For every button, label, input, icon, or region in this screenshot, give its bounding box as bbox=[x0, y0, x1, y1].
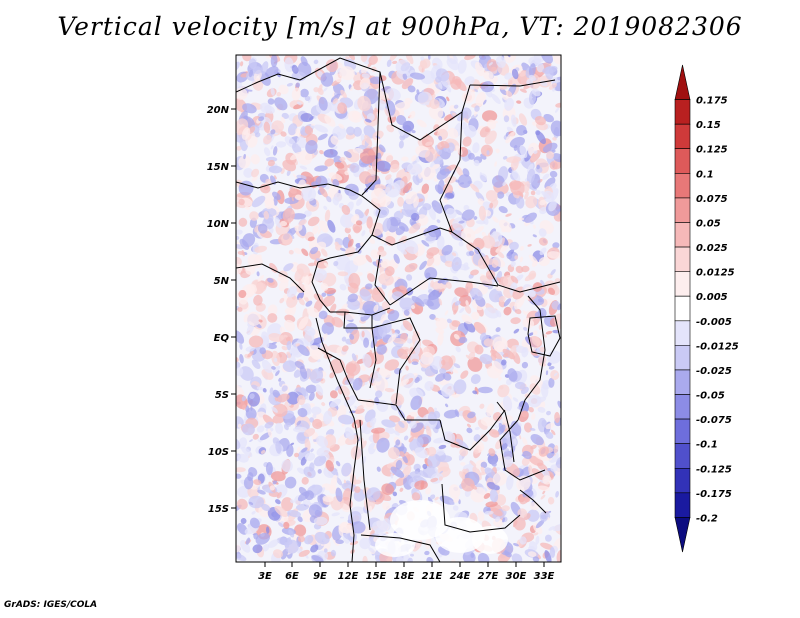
colorbar-label: 0.075 bbox=[696, 194, 728, 205]
border-line bbox=[499, 419, 546, 481]
colorbar-label: -0.125 bbox=[696, 464, 732, 475]
colorbar-label: 0.125 bbox=[696, 145, 728, 156]
lake-malawi bbox=[519, 489, 547, 514]
colorbar-swatch bbox=[674, 222, 691, 248]
colorbar-label: 0.1 bbox=[696, 169, 714, 180]
lon-label: 6E bbox=[285, 571, 299, 582]
border-line bbox=[360, 534, 441, 562]
border-line bbox=[361, 71, 381, 196]
colorbar-swatch bbox=[674, 246, 691, 272]
lat-label: EQ bbox=[214, 333, 230, 344]
colorbar-swatch bbox=[674, 467, 691, 494]
colorbar-label: 0.175 bbox=[696, 96, 728, 107]
border-line bbox=[371, 317, 421, 405]
colorbar-label: -0.075 bbox=[696, 415, 732, 426]
border-line bbox=[311, 261, 331, 313]
lat-label: 15N bbox=[207, 162, 230, 173]
lon-label: 12E bbox=[338, 571, 359, 582]
lat-label: 5S bbox=[215, 390, 229, 401]
border-line bbox=[389, 277, 499, 306]
lon-label: 33E bbox=[534, 571, 555, 582]
lake-victoria bbox=[527, 315, 561, 357]
border-line bbox=[330, 307, 391, 316]
colorbar-label: 0.005 bbox=[696, 292, 728, 303]
colorbar-label: 0.0125 bbox=[696, 268, 735, 279]
colorbar-swatch bbox=[674, 369, 691, 395]
lon-label: 18E bbox=[394, 571, 415, 582]
colorbar-swatch bbox=[674, 295, 691, 322]
colorbar-swatch bbox=[674, 123, 691, 150]
colorbar-swatch bbox=[674, 320, 691, 346]
colorbar-swatch bbox=[674, 517, 691, 553]
border-line bbox=[371, 227, 453, 246]
lon-label: 27E bbox=[478, 571, 499, 582]
colorbar-swatch bbox=[674, 148, 691, 174]
colorbar-label: -0.2 bbox=[696, 513, 718, 524]
colorbar-label: -0.05 bbox=[696, 391, 725, 402]
lake-tanganyika bbox=[496, 401, 515, 463]
border-line bbox=[317, 347, 359, 401]
colorbar-swatch bbox=[674, 173, 691, 199]
colorbar-swatch bbox=[674, 394, 691, 420]
border-line bbox=[359, 419, 371, 531]
border-line bbox=[369, 327, 377, 389]
lon-label: 15E bbox=[366, 571, 387, 582]
plot-title: Vertical velocity [m/s] at 900hPa, VT: 2… bbox=[57, 12, 743, 41]
colorbar-swatch bbox=[674, 418, 691, 444]
lon-label: 21E bbox=[422, 571, 443, 582]
border-line bbox=[441, 483, 521, 533]
border-line bbox=[236, 181, 363, 197]
border-line bbox=[343, 311, 373, 329]
lon-label: 24E bbox=[450, 571, 471, 582]
footer-credit: GrADS: IGES/COLA bbox=[4, 600, 98, 610]
colorbar-swatch bbox=[674, 443, 691, 469]
colorbar-label: 0.05 bbox=[696, 218, 721, 229]
country-borders bbox=[236, 57, 561, 562]
border-line bbox=[439, 111, 561, 293]
lat-label: 15S bbox=[208, 504, 229, 515]
border-line bbox=[317, 195, 381, 263]
colorbar-label: 0.025 bbox=[696, 243, 728, 254]
coastline bbox=[315, 317, 359, 562]
colorbar-label: 0.15 bbox=[696, 120, 721, 131]
colorbar-label: -0.175 bbox=[696, 489, 732, 500]
lat-label: 5N bbox=[214, 276, 230, 287]
map-frame bbox=[235, 54, 562, 563]
colorbar-label: -0.005 bbox=[696, 317, 732, 328]
coastline bbox=[236, 263, 305, 293]
colorbar-swatch bbox=[674, 345, 691, 371]
colorbar-swatch bbox=[674, 64, 691, 100]
colorbar-swatch bbox=[674, 271, 691, 297]
border-line bbox=[517, 295, 546, 421]
colorbar-swatch bbox=[674, 99, 691, 125]
border-line bbox=[374, 254, 391, 306]
colorbar-label: -0.1 bbox=[696, 440, 718, 451]
lat-label: 20N bbox=[207, 105, 230, 116]
border-line bbox=[439, 409, 506, 451]
map-axes: 20N 15N 10N 5N EQ 5S 10S 15S 3E 6E 9E 12E 15E 18E 21E 2… bbox=[207, 105, 555, 582]
border-line bbox=[357, 399, 440, 421]
colorbar-label: -0.025 bbox=[696, 366, 732, 377]
border-line bbox=[236, 73, 301, 93]
colorbar-swatch bbox=[674, 197, 691, 223]
lat-label: 10N bbox=[207, 219, 230, 230]
border-line bbox=[469, 79, 556, 87]
colorbar: 0.175 0.15 0.125 0.1 0.075 0.05 0.025 0.0125 0.0… bbox=[674, 64, 739, 553]
lon-label: 30E bbox=[506, 571, 527, 582]
colorbar-label: -0.0125 bbox=[696, 341, 739, 352]
lon-label: 3E bbox=[258, 571, 272, 582]
colorbar-swatch bbox=[674, 492, 691, 518]
lat-label: 10S bbox=[208, 447, 229, 458]
lon-label: 9E bbox=[313, 571, 327, 582]
